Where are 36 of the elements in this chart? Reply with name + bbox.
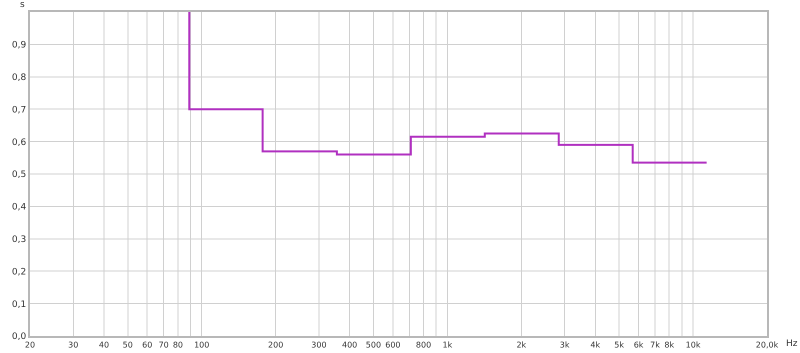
x-tick-label: 5k [614,340,624,350]
y-tick-label: 0,8 [12,72,26,83]
x-tick-label: 300 [311,340,327,350]
x-tick-label: 20,0k [756,340,779,350]
x-tick-label: 3k [560,340,570,350]
x-tick-label: 40 [98,340,110,350]
y-axis-title: s [20,0,25,10]
x-tick-label: 80 [172,340,184,350]
y-tick-label: 0,5 [12,170,26,180]
x-tick-label: 800 [416,340,432,350]
y-tick-label: 0,4 [12,202,26,213]
x-tick-label: 2k [516,340,527,350]
y-tick-label: 0,7 [12,105,26,116]
x-tick-label: 50 [122,340,133,350]
x-tick-label: 60 [142,340,152,350]
x-tick-label: 6k [634,340,644,350]
x-tick-label: 30 [68,340,78,350]
y-tick-label: 0,0 [12,332,26,342]
x-tick-label: 400 [342,340,358,350]
y-tick-label: 0,9 [12,40,26,51]
x-axis-title: Hz [786,339,798,349]
x-tick-label: 1k [442,340,453,350]
x-tick-label: 8k [664,340,674,350]
x-tick-label: 4k [590,340,601,350]
y-tick-label: 0,6 [12,138,26,148]
x-tick-label: 70 [158,340,169,350]
y-tick-label: 0,1 [12,300,26,310]
x-tick-label: 100 [194,340,210,350]
y-tick-label: 0,2 [12,267,26,278]
x-tick-label: 7k [650,340,660,350]
x-tick-label: 500 [366,340,382,350]
x-tick-label: 20 [24,340,36,350]
x-tick-label: 10k [686,340,701,350]
y-tick-label: 0,3 [12,234,26,245]
x-tick-label: 600 [385,340,401,350]
x-tick-label: 200 [268,340,284,350]
